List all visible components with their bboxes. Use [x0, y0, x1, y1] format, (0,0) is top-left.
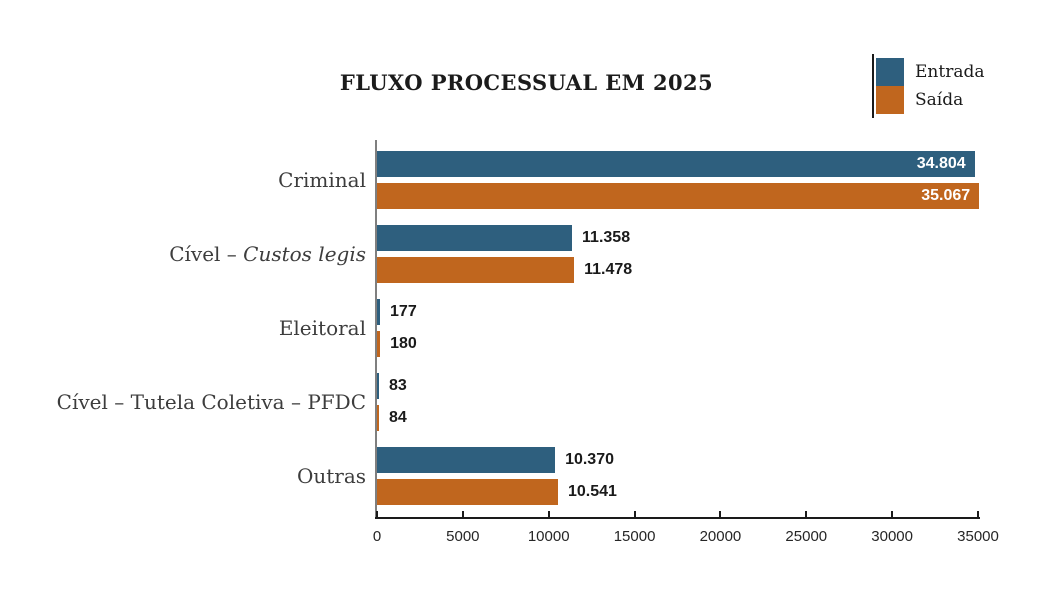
value-label: 11.358 — [582, 229, 631, 246]
x-axis-tick-label: 35000 — [957, 528, 999, 545]
legend-rule — [872, 54, 874, 118]
bar-entrada — [377, 299, 381, 325]
x-axis-tick — [376, 511, 378, 517]
x-axis-tick-label: 5000 — [446, 528, 480, 545]
x-axis-tick-label: 25000 — [785, 528, 828, 545]
value-label: 35.067 — [921, 187, 971, 204]
bar-saída — [377, 331, 381, 357]
bar-entrada — [377, 373, 379, 399]
x-axis-tick-label: 20000 — [699, 528, 742, 545]
bar-entrada — [377, 447, 556, 473]
x-axis-tick-label: 30000 — [871, 528, 913, 545]
bar-saída — [377, 479, 558, 505]
saida-swatch — [876, 86, 904, 114]
bar-saída — [377, 257, 575, 283]
value-label: 11.478 — [584, 261, 633, 278]
bar-entrada — [377, 225, 573, 251]
legend-label-saida: Saída — [915, 90, 964, 110]
x-axis-tick-label: 10000 — [527, 528, 570, 545]
value-label: 177 — [390, 303, 417, 320]
x-axis-tick — [805, 511, 808, 517]
x-axis-tick — [891, 511, 894, 517]
x-axis-line — [375, 517, 980, 519]
chart-title: FLUXO PROCESSUAL EM 2025 — [339, 70, 714, 95]
category-label: Cível – Custos legis — [169, 242, 366, 266]
x-axis-tick — [633, 511, 636, 517]
category-label: Criminal — [278, 168, 366, 192]
value-label: 34.804 — [916, 155, 966, 172]
x-axis-tick-label: 0 — [372, 528, 382, 545]
category-label: Outras — [296, 464, 366, 488]
x-axis-tick — [461, 511, 464, 517]
value-label: 83 — [389, 377, 407, 394]
x-axis-tick — [547, 511, 550, 517]
x-axis-tick — [719, 511, 722, 517]
bar-entrada — [377, 151, 975, 177]
value-label: 84 — [389, 409, 407, 426]
x-axis-tick-label: 15000 — [613, 528, 656, 545]
value-label: 10.370 — [565, 451, 614, 468]
legend-label-entrada: Entrada — [915, 62, 985, 82]
x-axis-tick — [977, 511, 979, 517]
entrada-swatch — [876, 58, 904, 86]
bar-saída — [377, 183, 980, 209]
bar-saída — [377, 405, 379, 431]
category-label: Cível – Tutela Coletiva – PFDC — [56, 390, 366, 414]
value-label: 180 — [390, 335, 417, 352]
value-label: 10.541 — [568, 483, 617, 500]
category-label: Eleitoral — [278, 316, 366, 340]
y-axis-line — [375, 140, 377, 519]
